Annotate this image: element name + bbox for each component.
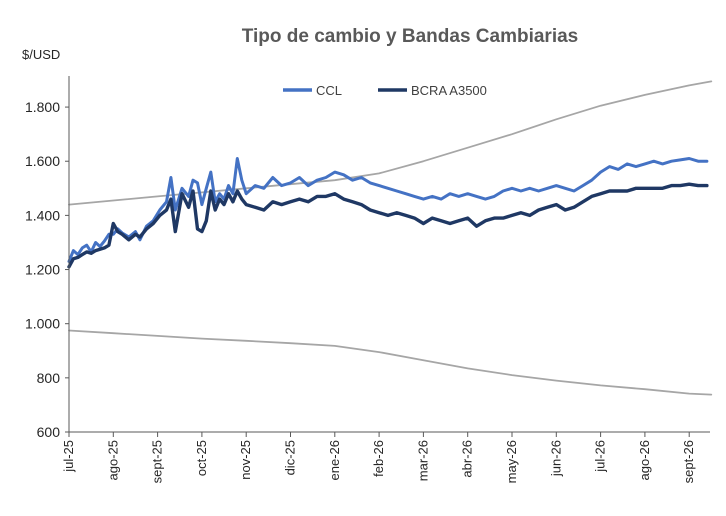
- series-line-bcra-a3500: [67, 182, 709, 269]
- x-tick-label: jul-25: [61, 440, 76, 473]
- y-tick-label: 1.200: [25, 262, 60, 278]
- legend: CCL BCRA A3500: [283, 83, 487, 98]
- y-tick-label: 1.400: [25, 207, 60, 223]
- plot-area: [67, 80, 713, 396]
- x-tick-label: sept-25: [150, 440, 165, 483]
- x-tick-label: may-26: [504, 440, 519, 483]
- x-tick-label: ene-26: [327, 440, 342, 480]
- legend-label-ccl: CCL: [316, 83, 342, 98]
- x-tick-label: abr-26: [460, 440, 475, 478]
- x-tick-label: ago-25: [105, 440, 120, 480]
- x-tick-label: oct-25: [194, 440, 209, 476]
- y-tick-label: 1.000: [25, 316, 60, 332]
- x-tick-label: jun-26: [548, 440, 563, 477]
- y-tick-label: 1.600: [25, 153, 60, 169]
- y-tick-label: 600: [37, 424, 61, 440]
- band-lower-line: [68, 329, 713, 396]
- axes: 600 800 1.000 1.200 1.400 1.600 1.800 jul-25 ago…: [25, 76, 710, 483]
- x-tick-label: sept-26: [681, 440, 696, 483]
- legend-label-bcra: BCRA A3500: [411, 83, 487, 98]
- y-tick-label: 800: [37, 370, 61, 386]
- x-tick-label: jul-26: [593, 440, 608, 473]
- x-tick-label: nov-25: [238, 440, 253, 480]
- y-tick-label: 1.800: [25, 99, 60, 115]
- y-axis-unit-label: $/USD: [22, 47, 60, 62]
- band-upper-line: [68, 80, 713, 206]
- chart-title: Tipo de cambio y Bandas Cambiarias: [242, 26, 578, 47]
- x-tick-label: ago-26: [637, 440, 652, 480]
- x-tick-label: feb-26: [371, 440, 386, 477]
- x-tick-label: dic-25: [283, 440, 298, 475]
- x-tick-label: mar-26: [415, 440, 430, 481]
